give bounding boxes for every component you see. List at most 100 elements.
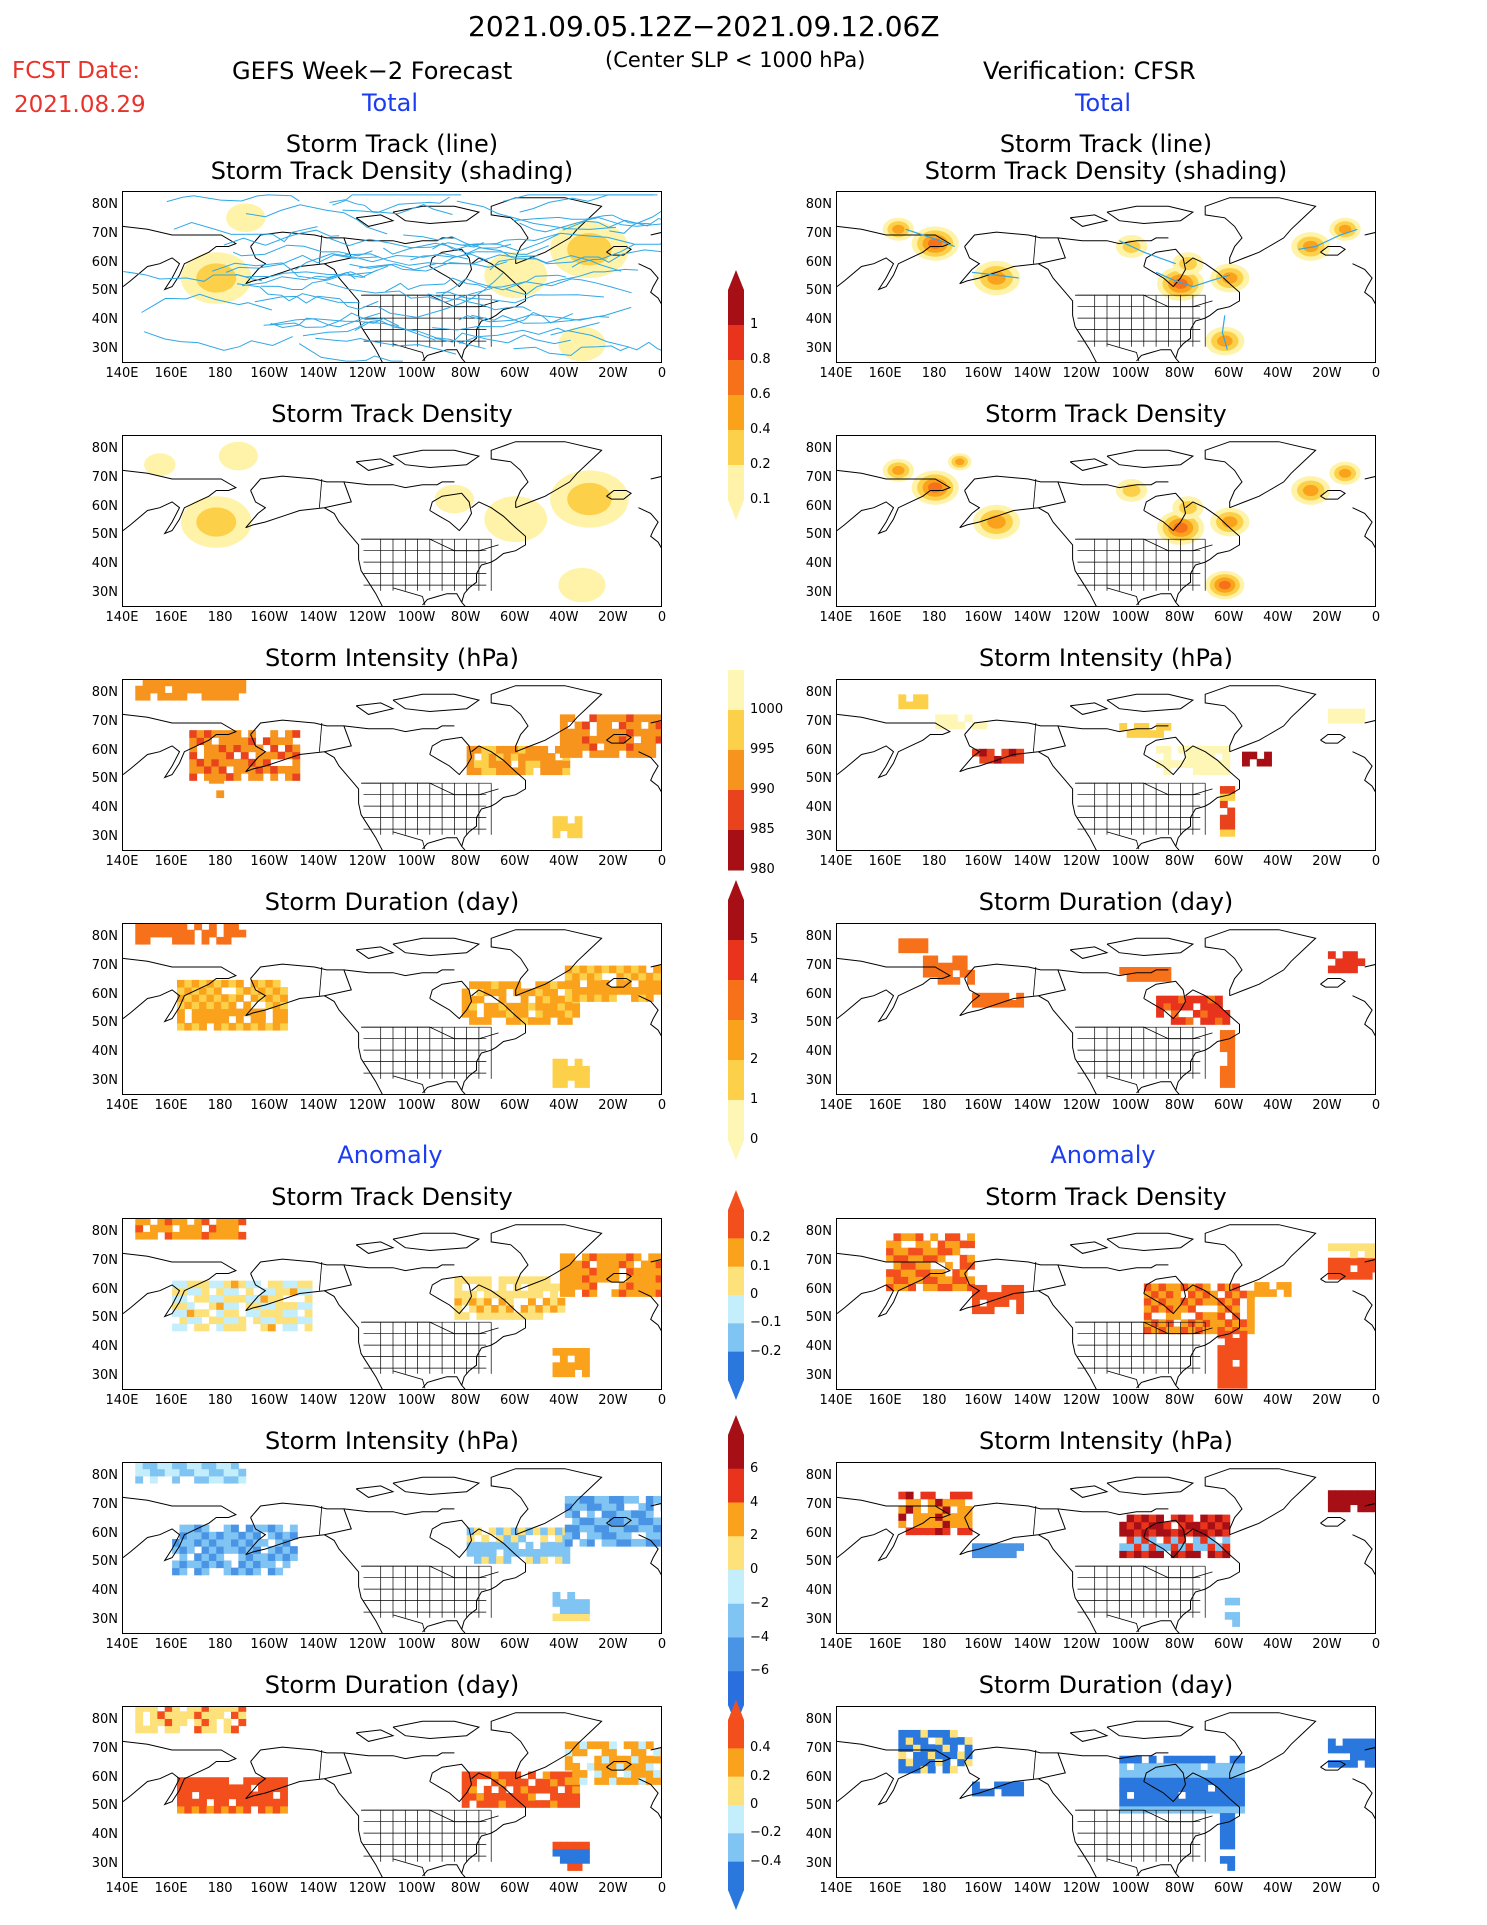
lon-tick-label: 80W	[450, 366, 481, 381]
grid-cell	[1163, 753, 1172, 761]
grid-cell	[172, 1718, 180, 1727]
grid-cell	[216, 1546, 225, 1554]
grid-cell	[653, 1770, 661, 1778]
grid-cell	[1342, 1760, 1351, 1768]
grid-cell	[964, 1737, 973, 1745]
grid-cell	[216, 1316, 225, 1325]
lon-tick-label: 120W	[348, 366, 387, 381]
grid-cell	[235, 1022, 244, 1031]
grid-cell	[920, 945, 929, 954]
grid-cell	[267, 1287, 276, 1296]
lon-tick-label: 160E	[154, 854, 188, 869]
grid-cell	[1227, 1813, 1236, 1821]
lat-tick-label: 30N	[805, 1611, 832, 1627]
grid-cell	[179, 1224, 188, 1233]
density-blob	[928, 482, 943, 493]
grid-cell	[945, 1240, 953, 1249]
coastline	[1204, 929, 1317, 997]
grid-cell	[211, 766, 220, 774]
coastline	[638, 1534, 661, 1576]
grid-cell	[638, 1503, 647, 1511]
grid-cell	[542, 1785, 551, 1794]
lon-tick-label: 100W	[1111, 1637, 1150, 1652]
grid-cell	[201, 1718, 210, 1727]
lat-tick-label: 50N	[91, 283, 118, 299]
grid-cell	[542, 1017, 551, 1025]
grid-cell	[213, 1798, 222, 1807]
grid-cell	[204, 730, 212, 738]
grid-cell	[1156, 1770, 1164, 1778]
grid-cell	[1134, 1755, 1142, 1764]
grid-cell	[223, 1524, 232, 1533]
grid-cell	[233, 758, 242, 767]
grid-cell	[469, 1297, 477, 1306]
grid-cell	[952, 1269, 961, 1277]
grid-cell	[483, 1276, 492, 1284]
colorbar-swatch	[728, 465, 744, 501]
lat-tick-label: 70N	[805, 714, 832, 729]
coastline	[606, 1761, 632, 1771]
grid-cell	[1335, 1257, 1344, 1266]
grid-cell	[1143, 1297, 1152, 1306]
grid-cell	[952, 1276, 961, 1284]
grid-cell	[496, 1527, 504, 1536]
grid-cell	[1335, 1490, 1344, 1498]
grid-cell	[250, 1015, 259, 1024]
grid-cell	[201, 1463, 210, 1470]
colorbar-label: 1000	[750, 702, 784, 717]
grid-cell	[922, 1254, 931, 1263]
grid-cell	[1173, 1312, 1182, 1320]
grid-cell	[483, 1305, 492, 1313]
grid-cell	[201, 1524, 210, 1533]
grid-cell	[1156, 995, 1164, 1004]
grid-cell	[164, 1707, 173, 1712]
grid-cell	[1170, 760, 1179, 768]
storm-track-line	[609, 210, 661, 234]
grid-cell	[520, 1017, 529, 1025]
grid-cell	[1364, 1243, 1373, 1252]
colorbar-label: 1	[750, 1092, 759, 1107]
grid-cell	[640, 1289, 649, 1297]
grid-cell	[211, 730, 220, 738]
grid-cell	[1342, 951, 1351, 959]
grid-cell	[574, 830, 583, 839]
colorbar-swatch	[728, 1502, 744, 1537]
grid-cell	[164, 1725, 173, 1734]
grid-cell	[233, 737, 242, 745]
storm-track-line	[571, 241, 661, 268]
grid-cell	[638, 1517, 647, 1526]
grid-cell	[250, 979, 259, 988]
grid-cell	[633, 1282, 642, 1290]
grid-cell	[265, 1022, 274, 1031]
grid-cell	[304, 1280, 313, 1289]
grid-cell	[238, 1323, 247, 1332]
grid-cell	[466, 753, 475, 761]
grid-cell	[208, 1294, 217, 1303]
grid-cell	[616, 1517, 625, 1526]
grid-cell	[905, 1498, 914, 1507]
grid-cell	[505, 1276, 514, 1284]
grid-cell	[1170, 1755, 1179, 1764]
grid-cell	[172, 1468, 180, 1477]
grid-cell	[640, 728, 649, 737]
grid-cell	[513, 1800, 522, 1808]
colorbar-label: 985	[750, 822, 775, 837]
grid-cell	[1342, 1745, 1351, 1754]
grid-cell	[503, 767, 512, 776]
coastline	[638, 263, 661, 305]
grid-cell	[994, 1299, 1002, 1307]
grid-cell	[179, 1287, 188, 1296]
coastline	[429, 980, 473, 1020]
density-blob	[558, 326, 606, 362]
grid-cell	[574, 1599, 583, 1607]
grid-cell	[898, 1729, 907, 1738]
grid-cell	[574, 823, 583, 831]
grid-cell	[260, 1309, 269, 1317]
colorbar-swatch	[728, 1637, 744, 1672]
colorbar-swatch	[728, 670, 744, 711]
grid-cell	[1126, 1536, 1135, 1544]
grid-cell	[1200, 1010, 1209, 1018]
grid-cell	[1232, 1283, 1241, 1292]
grid-cell	[582, 1841, 590, 1850]
grid-cell	[282, 1538, 291, 1547]
